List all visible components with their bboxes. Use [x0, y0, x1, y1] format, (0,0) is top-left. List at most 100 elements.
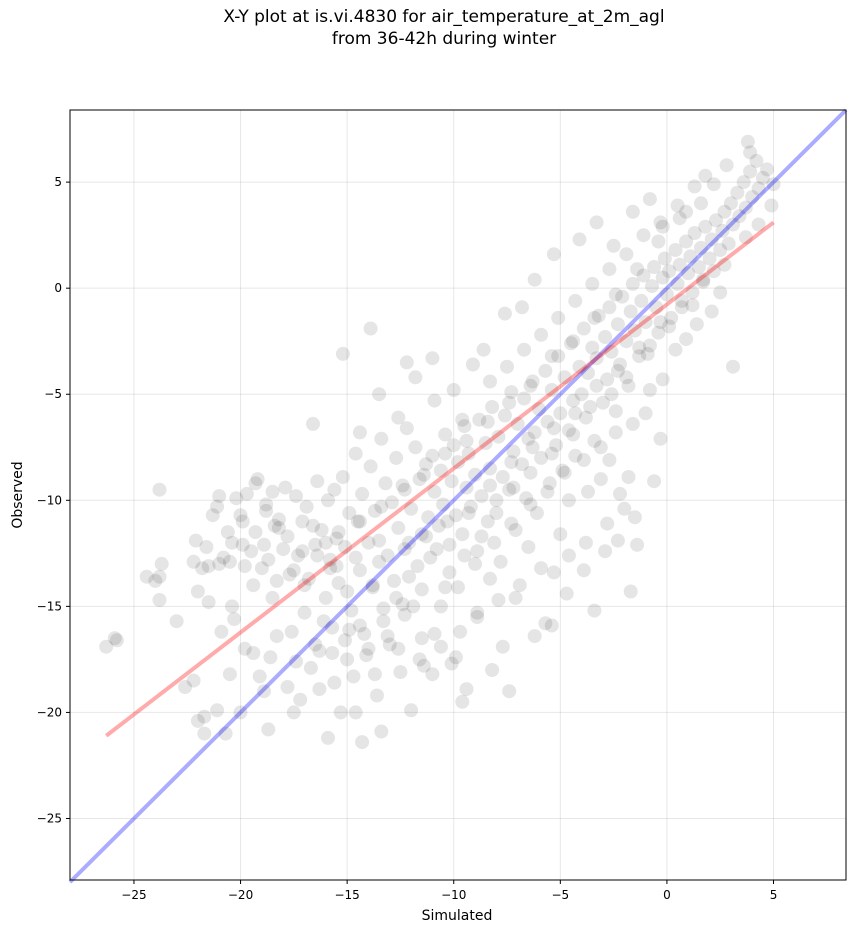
data-point: [276, 542, 291, 557]
data-point: [318, 535, 333, 550]
data-point: [404, 703, 419, 718]
data-point: [225, 535, 239, 550]
data-point: [627, 323, 642, 338]
data-point: [489, 506, 504, 520]
data-point: [387, 573, 401, 588]
data-point: [555, 463, 570, 478]
data-point: [589, 378, 604, 393]
data-point: [188, 533, 203, 548]
data-point: [352, 618, 367, 633]
data-point: [310, 474, 325, 489]
y-tick-label: −25: [37, 811, 62, 825]
data-point: [702, 251, 717, 266]
data-point: [314, 523, 329, 537]
data-point: [668, 342, 683, 357]
data-point: [538, 363, 553, 378]
data-point: [655, 219, 670, 234]
data-point: [109, 633, 124, 648]
data-point: [402, 569, 416, 584]
y-tick-label: −20: [37, 705, 62, 719]
data-point: [553, 527, 568, 542]
data-point: [425, 667, 440, 682]
data-point: [478, 436, 493, 450]
data-point: [433, 639, 448, 654]
data-point: [468, 467, 483, 482]
data-point: [572, 232, 587, 247]
data-point: [583, 400, 598, 414]
data-point: [587, 603, 602, 618]
data-point: [568, 406, 583, 421]
data-point: [271, 512, 286, 527]
data-point: [717, 204, 732, 219]
data-point: [704, 304, 719, 319]
data-point: [604, 387, 619, 402]
data-point: [346, 669, 361, 684]
data-point: [483, 478, 497, 493]
data-point: [248, 476, 263, 491]
data-point: [372, 387, 387, 402]
data-point: [306, 518, 320, 533]
data-point: [461, 506, 476, 520]
data-point: [681, 266, 696, 281]
data-point: [662, 319, 677, 334]
data-point: [525, 440, 540, 455]
data-point: [517, 391, 532, 406]
plot-frame: [69, 109, 847, 881]
data-point: [293, 692, 308, 707]
data-point: [738, 200, 753, 215]
data-point: [178, 680, 193, 694]
data-point: [344, 603, 359, 618]
data-point: [459, 480, 474, 495]
data-point: [306, 416, 320, 431]
data-point: [517, 342, 532, 357]
data-point: [685, 298, 700, 313]
data-point: [685, 285, 700, 300]
data-point: [683, 249, 698, 264]
data-point: [459, 433, 474, 448]
data-point: [148, 573, 163, 588]
data-point: [325, 620, 340, 635]
data-point: [416, 658, 431, 673]
data-point: [446, 438, 461, 453]
x-tick-label: −25: [121, 888, 146, 902]
data-point: [672, 211, 687, 226]
data-point: [696, 274, 711, 289]
data-point: [380, 629, 395, 644]
data-point: [651, 234, 666, 249]
data-point: [280, 680, 295, 694]
data-point: [610, 363, 625, 378]
data-point: [636, 268, 651, 283]
data-point: [399, 355, 414, 370]
data-point: [195, 561, 210, 576]
data-point: [197, 709, 212, 724]
data-point: [312, 643, 327, 658]
data-point: [687, 179, 702, 194]
data-point: [523, 465, 538, 480]
data-point: [280, 529, 295, 544]
data-point: [342, 622, 357, 637]
data-point: [419, 529, 433, 544]
data-point: [621, 470, 636, 484]
data-point: [521, 431, 536, 446]
data-point: [237, 641, 252, 656]
data-point: [694, 196, 708, 211]
data-point: [323, 552, 338, 567]
data-point: [348, 705, 363, 720]
data-point: [427, 484, 442, 499]
data-point: [557, 370, 572, 385]
data-point: [602, 453, 617, 467]
data-point: [542, 476, 557, 491]
data-point: [331, 576, 346, 590]
data-point: [227, 612, 242, 627]
data-point: [348, 446, 363, 461]
data-point: [506, 444, 521, 459]
data-point: [190, 584, 205, 599]
data-point: [425, 448, 440, 463]
data-point: [642, 338, 657, 353]
data-point: [289, 654, 303, 669]
data-point: [698, 219, 713, 234]
data-point: [561, 493, 576, 508]
data-point: [529, 506, 544, 520]
data-point: [286, 563, 301, 578]
